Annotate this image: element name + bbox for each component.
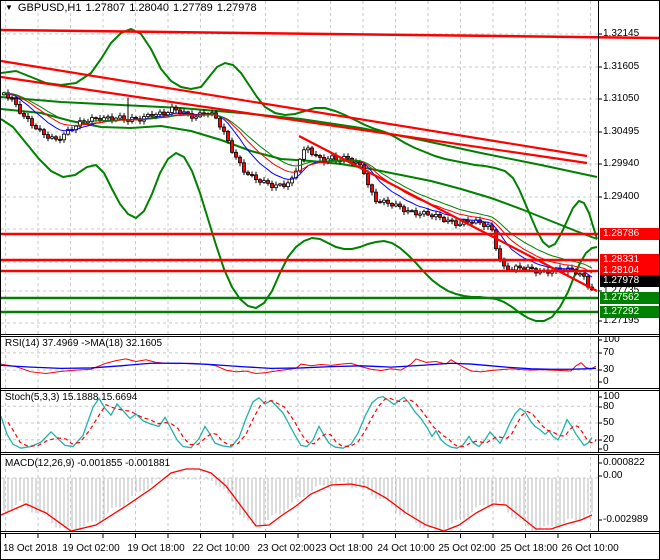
time-axis-label: 25 Oct 02:00 [438, 543, 496, 554]
macd-axis-label: 0.000822 [603, 457, 645, 468]
price-badge: 1.27562 [600, 292, 659, 304]
quote-close: 1.27978 [216, 2, 257, 14]
panel-separator-rsi-stoch[interactable] [1, 388, 659, 391]
time-axis-label: 23 Oct 18:00 [315, 543, 373, 554]
stoch-axis-label: 80 [603, 401, 615, 412]
macd-panel-series [1, 468, 593, 532]
price-badge: 1.27978 [600, 275, 659, 287]
quote-high: 1.28040 [129, 2, 170, 14]
stoch-axis-label: 100 [603, 391, 620, 402]
price-axis-label: 1.31605 [603, 61, 640, 72]
price-badge: 1.28786 [600, 228, 659, 240]
price-axis-label: 1.30495 [603, 126, 640, 137]
time-axis-label: 23 Oct 02:00 [257, 543, 315, 554]
price-badge: 1.28104 [600, 265, 659, 277]
time-axis-label: 24 Oct 10:00 [377, 543, 435, 554]
rsi-axis-label: 100 [603, 334, 620, 345]
symbol-period: GBPUSD,H1 [17, 2, 82, 14]
price-axis-label: 1.29940 [603, 158, 640, 169]
rsi-indicator-label: RSI(14) 37.4969 ->MA(18) 32.1605 [5, 338, 163, 349]
time-axis-border [1, 531, 659, 534]
time-axis-label: 22 Oct 10:00 [192, 543, 250, 554]
price-axis-label: 1.27195 [603, 315, 640, 326]
rsi-axis-label: 70 [603, 347, 615, 358]
stoch-axis-label: 50 [603, 417, 615, 428]
quote-low: 1.27789 [173, 2, 213, 14]
rsi-axis-label: 0 [603, 376, 609, 387]
price-axis-label: 1.29400 [603, 191, 640, 202]
time-axis-label: 19 Oct 02:00 [62, 543, 120, 554]
stoch-axis-label: 20 [603, 434, 615, 445]
time-axis-label: 18 Oct 2018 [3, 543, 58, 554]
stoch-indicator-label: Stoch(5,3,3) 15.1888 15.6694 [5, 392, 138, 403]
macd-axis-label: 0.00 [603, 470, 623, 481]
panel-separator-main-rsi[interactable] [1, 334, 659, 337]
time-axis-label: 25 Oct 18:00 [500, 543, 558, 554]
rsi-panel-series [1, 358, 597, 375]
price-axis-divider [598, 1, 599, 532]
time-axis-label: 19 Oct 18:00 [127, 543, 185, 554]
grid-lines [1, 1, 598, 538]
stoch-axis-label: 0 [603, 443, 609, 454]
price-axis-label: 1.27735 [603, 285, 640, 296]
chart-title: ▼ GBPUSD,H1 1.27807 1.28040 1.27789 1.27978 [5, 2, 261, 14]
time-axis-label: 26 Oct 10:00 [561, 543, 619, 554]
price-badge: 1.28331 [600, 254, 659, 266]
quote-open: 1.27807 [85, 2, 126, 14]
price-axis-label: 1.32145 [603, 28, 640, 39]
main-price-panel [1, 27, 659, 322]
panel-separator-stoch-macd[interactable] [1, 452, 659, 455]
price-badge: 1.27292 [600, 306, 659, 318]
symbol-dropdown-icon[interactable]: ▼ [5, 3, 13, 12]
price-axis-label: 1.31050 [603, 93, 640, 104]
macd-axis-label: -0.002989 [603, 514, 649, 525]
rsi-axis-label: 30 [603, 364, 615, 375]
macd-indicator-label: MACD(12,26,9) -0.001855 -0.001881 [5, 458, 171, 469]
stoch-panel-series [1, 395, 597, 449]
